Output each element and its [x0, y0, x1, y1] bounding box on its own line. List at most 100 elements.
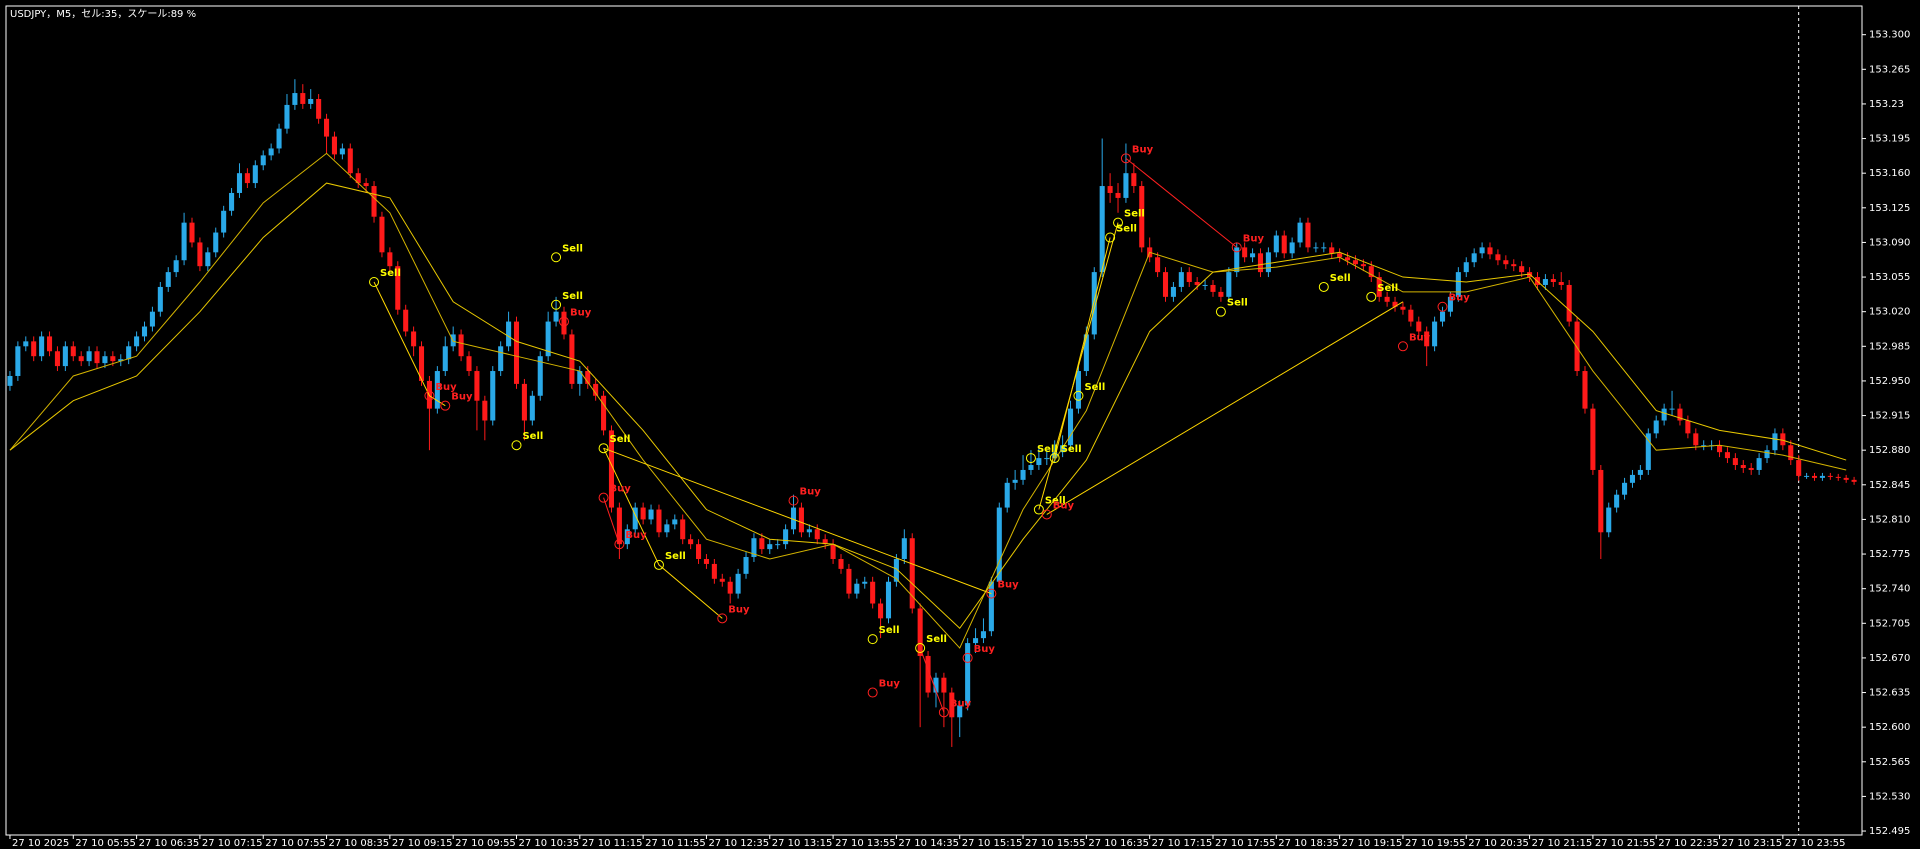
candle-body — [1432, 321, 1438, 347]
candle-body — [656, 509, 662, 533]
moving-average — [9, 152, 1847, 649]
zigzag-line — [1054, 237, 1111, 459]
y-tick-label: 152.845 — [1869, 480, 1910, 491]
x-tick-label: 27 10 12:35 — [708, 838, 769, 849]
signal-marker — [1041, 509, 1052, 520]
candle-body — [1202, 284, 1208, 286]
x-tick-label: 27 10 17:15 — [1152, 838, 1213, 849]
candle-body — [1740, 465, 1746, 468]
candle-body — [513, 321, 520, 384]
y-tick-label: 152.915 — [1869, 411, 1910, 422]
signal-label: Sell — [1061, 444, 1082, 455]
y-tick-label: 152.670 — [1869, 653, 1910, 664]
candle-body — [1653, 420, 1659, 434]
candle-body — [86, 351, 92, 362]
candle-body — [466, 356, 472, 372]
x-tick-label: 27 10 14:35 — [898, 838, 959, 849]
candle-body — [1566, 284, 1572, 322]
candle-body — [1408, 309, 1414, 322]
candle-body — [1447, 296, 1453, 312]
candle-body — [901, 538, 907, 559]
signal-marker — [1231, 242, 1242, 253]
candle-body — [157, 286, 163, 312]
candle-body — [205, 252, 211, 267]
candle-body — [1210, 284, 1216, 292]
candle-body — [7, 375, 13, 386]
candle-body — [1107, 186, 1113, 193]
candle-body — [1701, 445, 1707, 447]
y-tick-label: 152.600 — [1869, 722, 1910, 733]
candle-body — [1265, 252, 1271, 273]
candle-body — [711, 563, 717, 579]
zigzag-line — [919, 647, 945, 713]
candle-body — [1558, 282, 1564, 285]
signal-marker — [867, 634, 878, 645]
candle-body — [545, 321, 551, 357]
candle-body — [411, 331, 417, 347]
candle-body — [403, 309, 409, 332]
signal-label: Buy — [1053, 500, 1075, 511]
candle-body — [640, 507, 646, 520]
candle-body — [751, 538, 757, 558]
signal-label: Sell — [380, 268, 401, 279]
candle-body — [830, 544, 836, 559]
candle-body — [1297, 222, 1303, 243]
candle-body — [482, 400, 488, 421]
signal-label: Sell — [1377, 283, 1398, 294]
candle-body — [363, 183, 369, 187]
candle-body — [553, 311, 559, 322]
signal-label: Buy — [997, 580, 1019, 591]
candle-body — [767, 544, 773, 550]
candle-body — [1115, 192, 1121, 198]
x-tick-label: 27 10 08:35 — [329, 838, 390, 849]
candle-body — [719, 578, 725, 582]
candle-body — [1645, 433, 1651, 470]
candle-body — [1305, 222, 1311, 248]
candle-body — [1313, 247, 1319, 249]
candle-body — [1614, 494, 1620, 508]
candle-body — [244, 173, 250, 184]
candle-body — [1281, 235, 1287, 254]
candle-body — [1574, 321, 1580, 372]
signal-marker — [1113, 217, 1124, 228]
candle-body — [1732, 458, 1738, 466]
candle-body — [1835, 476, 1841, 478]
candle-body — [292, 93, 298, 105]
candle-body — [300, 93, 306, 104]
candle-body — [458, 334, 464, 357]
candle-body — [1780, 433, 1786, 446]
candle-body — [1273, 235, 1279, 253]
zigzag-line — [603, 447, 723, 619]
candle-body — [371, 186, 377, 217]
candle-body — [23, 341, 29, 347]
candle-body — [1321, 247, 1327, 249]
signal-marker — [551, 252, 562, 263]
candle-body — [1455, 272, 1461, 297]
signal-label: Sell — [562, 291, 583, 302]
signal-marker — [1366, 291, 1377, 302]
signal-marker — [1073, 390, 1084, 401]
zigzag-line — [1046, 301, 1404, 515]
signal-marker — [369, 277, 380, 288]
candle-body — [957, 705, 963, 718]
candle-body — [1178, 272, 1184, 287]
candle-body — [1724, 452, 1730, 459]
signal-marker — [614, 539, 625, 550]
candle-body — [688, 539, 694, 545]
signal-label: Buy — [879, 679, 901, 690]
candle-body — [236, 173, 243, 193]
x-tick-label: 27 10 09:55 — [455, 838, 516, 849]
candle-body — [1811, 475, 1818, 478]
candle-body — [197, 242, 203, 267]
candle-body — [1020, 469, 1026, 480]
signal-label: Buy — [950, 698, 972, 709]
candle-body — [1819, 475, 1825, 478]
x-tick-label: 27 10 11:15 — [582, 838, 643, 849]
candle-body — [62, 346, 68, 367]
signal-label: Buy — [1409, 332, 1431, 343]
candle-body — [474, 371, 480, 401]
candle-body — [996, 507, 1002, 582]
signal-marker — [867, 687, 878, 698]
candle-body — [15, 346, 21, 376]
signal-marker — [653, 559, 664, 570]
